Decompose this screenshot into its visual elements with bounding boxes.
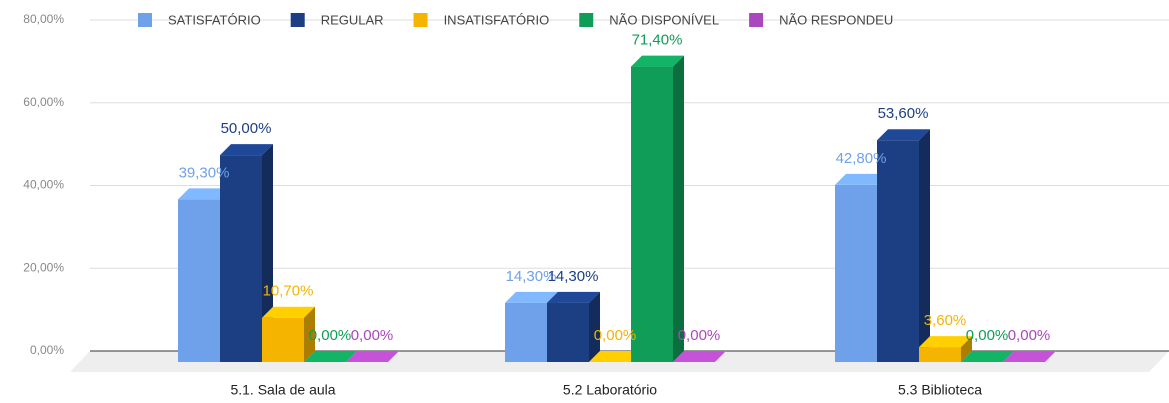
bar xyxy=(220,144,273,362)
value-label: 50,00% xyxy=(221,120,272,137)
legend-swatch xyxy=(579,13,594,27)
value-label: 0,00% xyxy=(966,327,1009,344)
x-tick-label: 5.2 Laboratório xyxy=(563,382,657,398)
bar xyxy=(304,351,357,362)
bar-front xyxy=(835,184,877,362)
bar xyxy=(505,291,558,362)
x-tick-label: 5.1. Sala de aula xyxy=(230,382,335,398)
value-label: 0,00% xyxy=(678,327,721,344)
y-tick-label: 0,00% xyxy=(30,343,64,357)
bar-front xyxy=(877,140,919,362)
legend-swatch xyxy=(138,13,152,27)
bar-front xyxy=(262,317,304,362)
y-tick-label: 40,00% xyxy=(23,178,64,192)
bar-top xyxy=(505,291,558,303)
value-label: 14,30% xyxy=(548,268,599,285)
bar-top xyxy=(589,351,642,362)
x-tick-label: 5.3 Biblioteca xyxy=(898,382,982,398)
bar-side xyxy=(304,306,315,362)
value-label: 14,30% xyxy=(506,268,557,285)
value-label: 53,60% xyxy=(878,105,929,122)
bar-top xyxy=(304,351,357,362)
bar-side xyxy=(961,336,972,362)
bar-top xyxy=(346,351,399,362)
bar-front xyxy=(919,347,961,362)
bar xyxy=(547,291,600,362)
bar-top xyxy=(877,129,930,141)
bar-front xyxy=(505,302,547,362)
bar-top xyxy=(547,291,600,303)
bar-side xyxy=(919,129,930,362)
legend-swatch xyxy=(290,13,305,27)
value-label: 10,70% xyxy=(263,283,314,300)
bar xyxy=(919,336,972,362)
bar xyxy=(1003,351,1056,362)
legend-label: NÃO DISPONÍVEL xyxy=(609,12,719,27)
bar-top xyxy=(835,173,888,185)
value-label: 0,00% xyxy=(309,327,352,344)
legend-swatch xyxy=(749,13,764,27)
bar-front xyxy=(178,199,220,362)
legend-label: REGULAR xyxy=(321,12,384,27)
legend-swatch xyxy=(413,13,428,27)
bar-side xyxy=(589,291,600,362)
bar-front xyxy=(220,155,262,362)
bar-side xyxy=(673,55,684,363)
value-label: 71,40% xyxy=(632,32,683,49)
bar-top xyxy=(919,336,972,348)
bar xyxy=(262,306,315,362)
bar-top xyxy=(631,55,684,67)
value-label: 0,00% xyxy=(594,327,637,344)
bar-front xyxy=(547,302,589,362)
bar xyxy=(877,129,930,362)
bar xyxy=(346,351,399,362)
legend-label: SATISFATÓRIO xyxy=(168,12,261,27)
bar xyxy=(961,351,1014,362)
legend-label: NÃO RESPONDEU xyxy=(779,12,893,27)
bar-side xyxy=(262,144,273,362)
value-label: 3,60% xyxy=(924,312,967,329)
value-label: 42,80% xyxy=(836,150,887,167)
bar-top xyxy=(961,351,1014,362)
bar-top xyxy=(262,306,315,318)
value-label: 0,00% xyxy=(1008,327,1051,344)
bar-top xyxy=(178,188,231,200)
bar-top xyxy=(1003,351,1056,362)
bar xyxy=(673,351,726,362)
value-label: 39,30% xyxy=(179,164,230,181)
value-label: 0,00% xyxy=(351,327,394,344)
bar-top xyxy=(220,144,273,156)
bar-top xyxy=(673,351,726,362)
y-tick-label: 60,00% xyxy=(23,95,64,109)
legend-label: INSATISFATÓRIO xyxy=(444,12,550,27)
bar xyxy=(631,55,684,363)
bar-front xyxy=(631,66,673,363)
y-tick-label: 80,00% xyxy=(23,12,64,26)
bar xyxy=(589,351,642,362)
y-tick-label: 20,00% xyxy=(23,260,64,274)
